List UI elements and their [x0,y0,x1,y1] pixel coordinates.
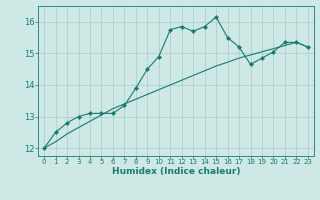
X-axis label: Humidex (Indice chaleur): Humidex (Indice chaleur) [112,167,240,176]
